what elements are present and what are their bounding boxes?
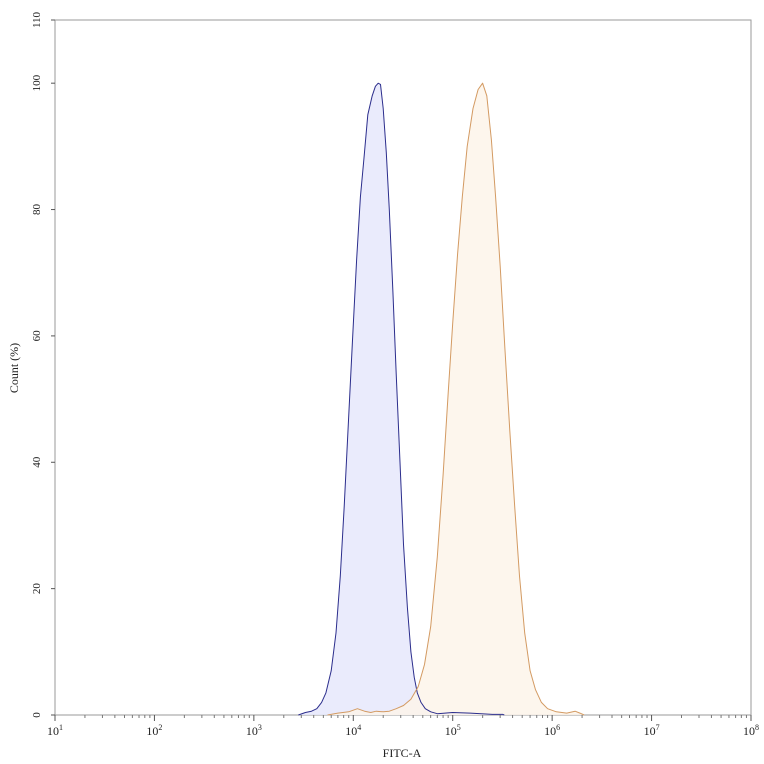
y-tick-label: 110	[31, 11, 43, 28]
y-axis-ticks: 0 20 40 60 80 100 110	[31, 11, 55, 718]
y-tick-label: 60	[31, 330, 43, 342]
x-axis-label: FITC-A	[383, 746, 422, 760]
x-axis-ticks: 101 102 103 104 105 106 107 108	[47, 715, 759, 738]
y-tick-label: 40	[31, 456, 43, 468]
y-tick-label: 20	[31, 583, 43, 595]
series-1-line	[298, 82, 505, 716]
x-tick-label: 107	[644, 723, 660, 738]
series-2-area	[327, 83, 585, 715]
y-tick-label: 0	[31, 712, 43, 718]
series-2-line	[327, 82, 585, 716]
y-axis-label: Count (%)	[7, 343, 21, 393]
x-tick-label: 102	[146, 723, 162, 738]
x-tick-label: 108	[743, 723, 759, 738]
x-tick-label: 101	[47, 723, 63, 738]
series-1-area	[298, 83, 505, 715]
series-layer	[298, 82, 585, 716]
x-tick-label: 103	[246, 723, 262, 738]
x-tick-label: 104	[345, 723, 361, 738]
x-tick-label: 106	[544, 723, 560, 738]
y-tick-label: 80	[31, 204, 43, 216]
x-tick-label: 105	[445, 723, 461, 738]
y-tick-label: 100	[31, 74, 43, 91]
